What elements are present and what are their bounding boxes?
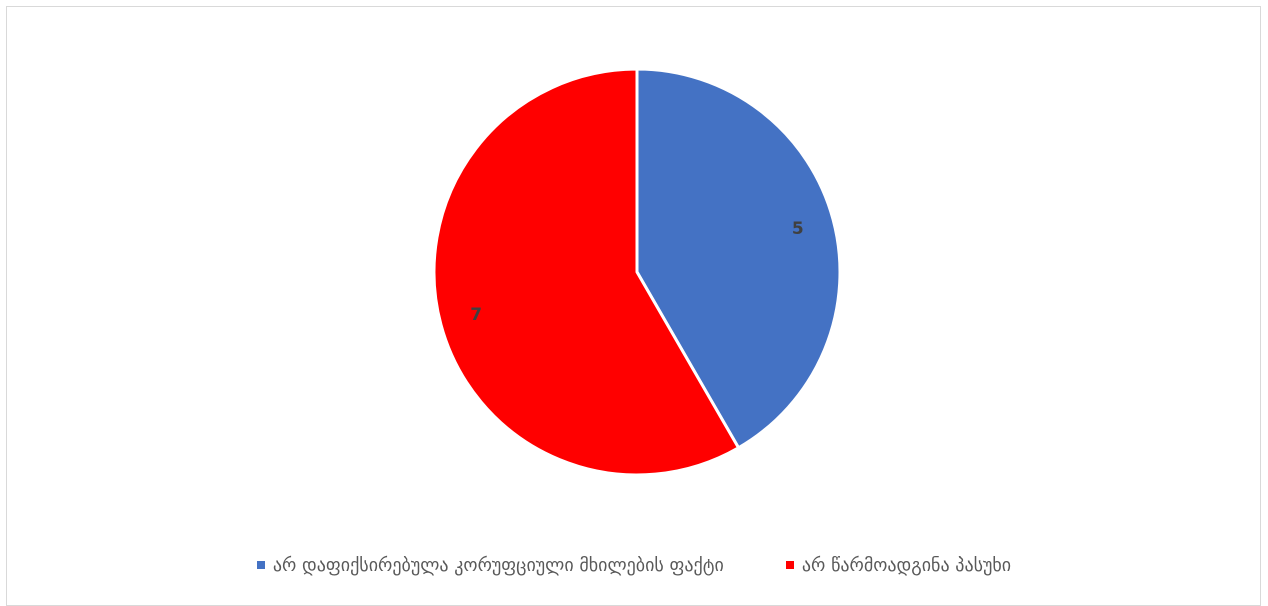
legend-item-not-detected: არ დაფიქსირებულა კორუფციული მხილების ფაქ… xyxy=(256,554,724,576)
pie-slice-0 xyxy=(635,67,842,450)
legend-swatch-red xyxy=(785,561,794,569)
data-label-0: 5 xyxy=(792,219,804,239)
legend-swatch-blue xyxy=(256,561,265,569)
chart-legend: არ დაფიქსირებულა კორუფციული მხილების ფაქ… xyxy=(0,553,1268,577)
pie-slice-1 xyxy=(432,67,740,477)
data-label-1: 7 xyxy=(470,305,482,325)
legend-label: არ დაფიქსირებულა კორუფციული მხილების ფაქ… xyxy=(272,554,724,576)
legend-item-no-response: არ წარმოადგინა პასუხი xyxy=(785,554,1012,576)
data-labels: 57 xyxy=(470,219,803,325)
legend-label: არ წარმოადგინა პასუხი xyxy=(801,554,1012,576)
pie-slices xyxy=(432,67,842,477)
